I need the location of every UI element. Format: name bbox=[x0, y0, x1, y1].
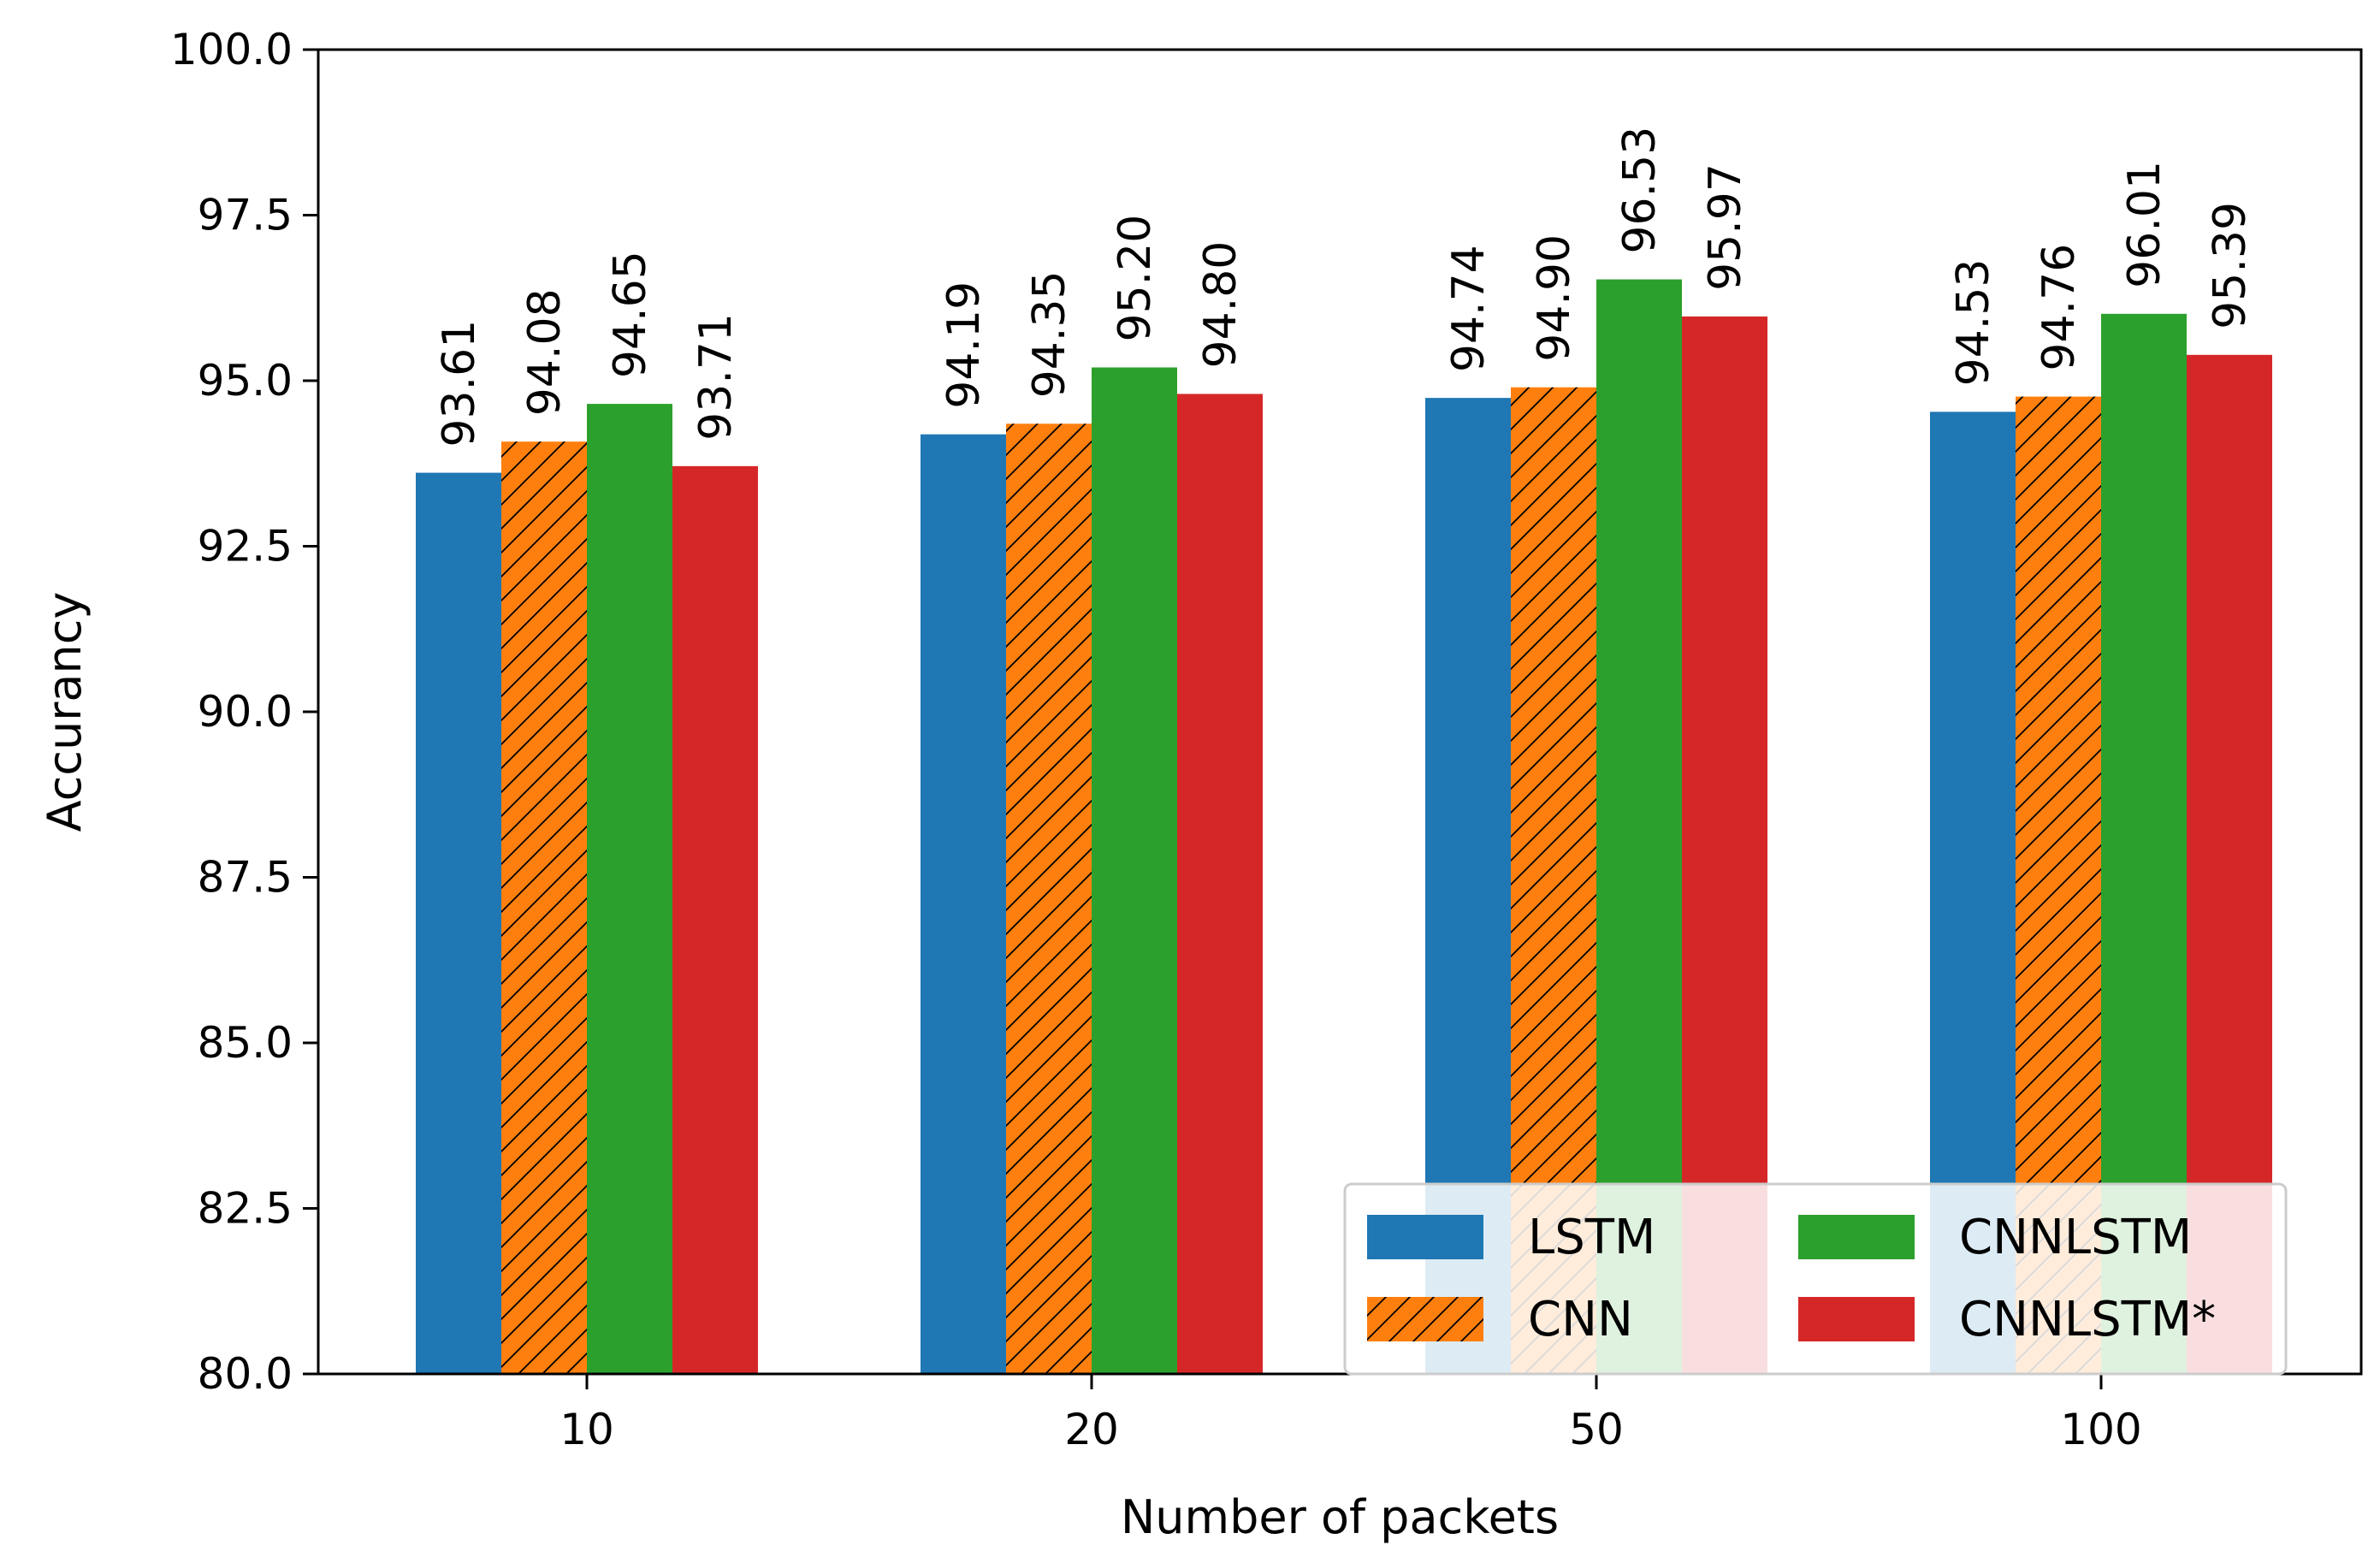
legend: LSTM CNN CNNLSTM CNNLSTM* bbox=[1343, 1182, 2288, 1376]
y-axis-label: Accurancy bbox=[38, 592, 92, 832]
bar-value-label: 94.74 bbox=[1443, 245, 1495, 372]
bar-lstm-10 bbox=[416, 472, 501, 1375]
legend-label: CNN bbox=[1528, 1292, 1633, 1347]
y-tick-label: 95.0 bbox=[198, 356, 293, 406]
y-tick-label: 92.5 bbox=[198, 522, 293, 571]
y-tick-label: 80.0 bbox=[198, 1349, 293, 1399]
legend-frame bbox=[1343, 1182, 2288, 1376]
bar-value-label: 94.76 bbox=[2034, 244, 2085, 371]
x-tick-label: 50 bbox=[1569, 1405, 1624, 1454]
bar-hatch bbox=[1006, 423, 1092, 1374]
bar-value-label: 96.01 bbox=[2119, 161, 2170, 288]
bar-value-label: 94.53 bbox=[1948, 259, 1999, 387]
x-tick-label: 10 bbox=[559, 1405, 614, 1454]
y-tick-label: 82.5 bbox=[198, 1184, 293, 1234]
legend-swatch-hatch bbox=[1367, 1297, 1483, 1341]
bar-value-label: 95.20 bbox=[1110, 215, 1161, 342]
legend-swatch bbox=[1798, 1297, 1915, 1341]
bar-hatch bbox=[501, 441, 587, 1374]
bar-cnnlstm-10 bbox=[587, 404, 672, 1375]
y-tick-label: 85.0 bbox=[198, 1018, 293, 1068]
legend-swatch bbox=[1798, 1215, 1915, 1259]
x-tick-label: 100 bbox=[2060, 1405, 2141, 1454]
bar-value-label: 95.97 bbox=[1700, 163, 1751, 291]
bar-value-label: 93.71 bbox=[690, 313, 742, 441]
y-tick-label: 87.5 bbox=[198, 853, 293, 903]
y-tick-label: 90.0 bbox=[198, 687, 293, 737]
legend-label: CNNLSTM* bbox=[1959, 1292, 2216, 1347]
legend-label: LSTM bbox=[1528, 1210, 1655, 1265]
x-tick-label: 20 bbox=[1064, 1405, 1119, 1454]
bar-value-label: 94.90 bbox=[1529, 234, 1580, 362]
bar-value-label: 94.35 bbox=[1024, 270, 1075, 398]
bar-value-label: 94.19 bbox=[938, 281, 990, 409]
bar-cnnlstm-star-20 bbox=[1177, 394, 1263, 1375]
bar-value-label: 95.39 bbox=[2205, 202, 2256, 329]
x-axis-label: Number of packets bbox=[1121, 1490, 1559, 1544]
bar-cnnlstm-star-10 bbox=[672, 465, 758, 1375]
bar-value-label: 96.53 bbox=[1614, 127, 1666, 254]
legend-label: CNNLSTM bbox=[1959, 1210, 2192, 1265]
y-tick-label: 97.5 bbox=[198, 191, 293, 240]
bar-value-label: 93.61 bbox=[434, 320, 485, 447]
bar-cnnlstm-20 bbox=[1092, 367, 1177, 1374]
y-tick-label: 100.0 bbox=[170, 25, 293, 74]
bar-value-label: 94.80 bbox=[1195, 241, 1246, 369]
legend-swatch bbox=[1367, 1215, 1483, 1259]
bar-lstm-20 bbox=[921, 434, 1006, 1375]
bar-value-label: 94.08 bbox=[519, 288, 571, 416]
bar-value-label: 94.65 bbox=[605, 251, 656, 378]
